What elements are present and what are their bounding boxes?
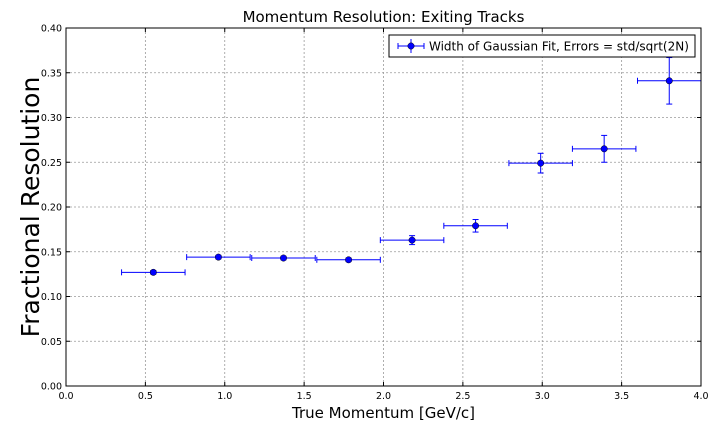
x-axis-label: True Momentum [GeV/c]	[291, 404, 475, 422]
data-point	[280, 254, 287, 262]
y-tick-label: 0.35	[41, 68, 62, 79]
data-point	[214, 253, 222, 261]
y-tick-label: 0.40	[41, 24, 62, 35]
x-tick-label: 2.0	[376, 391, 391, 402]
data-point	[600, 145, 608, 153]
y-tick-label: 0.15	[41, 247, 62, 258]
y-tick-label: 0.30	[41, 113, 62, 124]
data-point	[408, 236, 416, 244]
data-point	[472, 222, 480, 230]
legend-entry-label: Width of Gaussian Fit, Errors = std/sqrt…	[429, 40, 689, 54]
y-tick-label: 0.00	[41, 382, 62, 393]
x-tick-label: 1.5	[297, 391, 312, 402]
y-axis-label: Fractional Resolution	[16, 77, 45, 338]
data-point	[149, 268, 157, 276]
data-point	[665, 77, 673, 85]
legend-marker	[397, 39, 425, 53]
y-tick-labels: 0.00 0.05 0.10 0.15 0.20 0.25 0.30 0.35 0.40	[41, 24, 62, 393]
data-point	[537, 159, 545, 167]
legend-box	[388, 34, 696, 58]
x-tick-label: 1.0	[217, 391, 232, 402]
y-tick-label: 0.05	[41, 337, 62, 348]
x-tick-label: 3.0	[535, 391, 550, 402]
legend: Width of Gaussian Fit, Errors = std/sqrt…	[388, 34, 696, 58]
axis-ticks	[65, 27, 702, 387]
data-points	[149, 77, 673, 276]
y-tick-label: 0.10	[41, 292, 62, 303]
data-point	[345, 256, 353, 264]
grid-lines	[66, 28, 701, 386]
y-tick-label: 0.20	[41, 203, 62, 214]
x-tick-label: 4.0	[693, 391, 708, 402]
x-tick-label: 0.5	[138, 391, 153, 402]
x-tick-label: 0.0	[58, 391, 73, 402]
x-tick-label: 2.5	[455, 391, 470, 402]
chart-title: Momentum Resolution: Exiting Tracks	[243, 8, 525, 26]
x-tick-labels: 0.0 0.5 1.0 1.5 2.0 2.5 3.0 3.5 4.0	[58, 391, 708, 402]
legend-point	[407, 42, 415, 50]
y-tick-label: 0.25	[41, 158, 62, 169]
x-tick-label: 3.5	[614, 391, 629, 402]
